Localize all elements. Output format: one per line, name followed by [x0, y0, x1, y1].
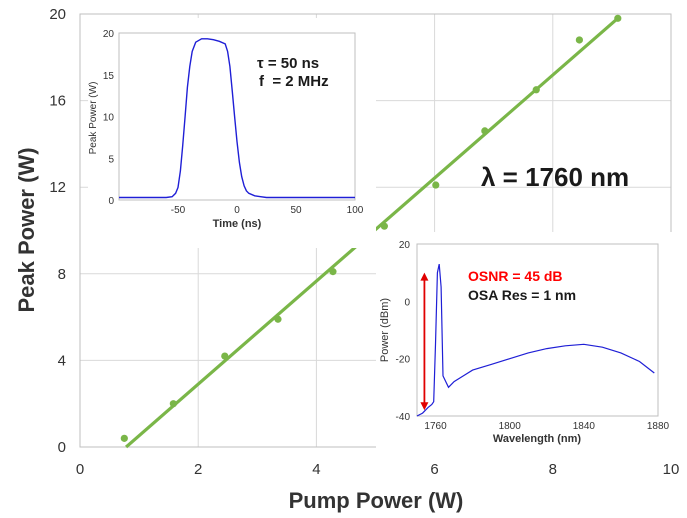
- main-x-tick-label: 4: [312, 461, 320, 478]
- spectrum-y-axis-label: Power (dBm): [379, 298, 391, 362]
- data-point: [274, 315, 282, 323]
- pulse-y-tick-label: 20: [103, 29, 115, 40]
- main-y-axis-label: Peak Power (W): [14, 147, 39, 312]
- spectrum-y-tick-label: -20: [396, 355, 411, 366]
- spectrum-x-axis-label: Wavelength (nm): [493, 433, 582, 445]
- main-y-tick-label: 0: [58, 439, 66, 456]
- osnr-arrow: [420, 272, 429, 411]
- pulse-x-tick-label: 0: [234, 205, 240, 216]
- pulse-y-tick-label: 10: [103, 113, 115, 124]
- pulse-trace: [119, 38, 355, 199]
- data-point: [481, 127, 489, 135]
- spectrum-inset-background: [376, 232, 674, 448]
- pulse-inset-frame: [118, 32, 356, 201]
- pulse-x-tick-label: 50: [290, 205, 302, 216]
- main-y-tick-label: 12: [49, 179, 66, 196]
- main-y-tick-label: 4: [58, 352, 66, 369]
- pulse-frequency-annotation: f = 2 MHz: [259, 73, 329, 90]
- spectrum-y-tick-label: -40: [396, 412, 411, 423]
- pulse-x-axis-label: Time (ns): [213, 218, 262, 230]
- data-point: [614, 14, 622, 22]
- data-point: [221, 352, 229, 360]
- spectrum-x-tick-label: 1840: [573, 421, 596, 432]
- wavelength-annotation: λ = 1760 nm: [481, 162, 629, 192]
- main-x-tick-label: 2: [194, 461, 202, 478]
- pulse-inset-background: [88, 18, 376, 248]
- pulse-y-axis-label: Peak Power (W): [88, 82, 99, 155]
- pulse-inset: -50 0 50 100 0 5 10 15 20 Time (ns) Peak Power (…: [88, 18, 376, 248]
- main-x-tick-label: 10: [663, 461, 680, 478]
- pulse-y-tick-label: 15: [103, 71, 115, 82]
- data-point: [575, 36, 583, 44]
- spectrum-trace: [416, 263, 655, 417]
- pulse-tick-labels: -50 0 50 100 0 5 10 15 20: [103, 29, 364, 216]
- data-point: [169, 400, 177, 408]
- main-x-tick-label: 0: [76, 461, 84, 478]
- osa-resolution-annotation: OSA Res = 1 nm: [468, 287, 576, 303]
- main-x-tick-label: 8: [549, 461, 557, 478]
- spectrum-inset: 1760 1800 1840 1880 -40 -20 0 20 Wavelength (nm…: [376, 232, 674, 448]
- spectrum-y-tick-label: 20: [399, 240, 411, 251]
- spectrum-inset-frame: [416, 243, 659, 417]
- data-point: [380, 222, 388, 230]
- pulse-y-tick-label: 5: [108, 154, 114, 165]
- osnr-arrow-head-top: [420, 272, 429, 281]
- spectrum-x-tick-label: 1760: [424, 421, 447, 432]
- main-y-tick-label: 16: [49, 93, 66, 110]
- spectrum-x-tick-label: 1800: [499, 421, 522, 432]
- pulse-width-annotation: τ = 50 ns: [257, 55, 319, 72]
- osnr-arrow-head-bottom: [420, 402, 429, 411]
- data-point: [329, 268, 337, 276]
- spectrum-x-tick-label: 1880: [647, 421, 670, 432]
- main-x-axis-label: Pump Power (W): [289, 488, 464, 513]
- data-point: [120, 434, 128, 442]
- pulse-x-tick-label: 100: [347, 205, 364, 216]
- main-y-tick-label: 8: [58, 266, 66, 283]
- pulse-y-tick-label: 0: [108, 196, 114, 207]
- data-point: [532, 86, 540, 94]
- spectrum-tick-labels: 1760 1800 1840 1880 -40 -20 0 20: [396, 240, 670, 432]
- spectrum-y-tick-label: 0: [404, 297, 410, 308]
- main-plot-frame: [79, 13, 672, 448]
- pulse-x-tick-label: -50: [171, 205, 186, 216]
- main-x-tick-label: 6: [430, 461, 438, 478]
- osnr-annotation: OSNR = 45 dB: [468, 268, 563, 284]
- main-y-tick-label: 20: [49, 6, 66, 23]
- data-point: [432, 181, 440, 189]
